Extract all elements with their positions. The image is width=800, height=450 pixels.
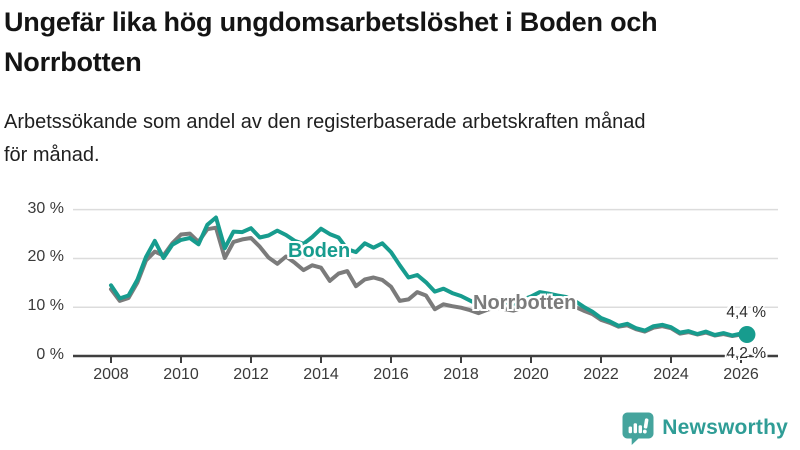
title-line-2: Norrbotten xyxy=(4,47,142,77)
y-tick-label: 10 % xyxy=(27,297,64,315)
y-tick-label: 20 % xyxy=(27,248,64,266)
subtitle-line-2: för månad. xyxy=(4,144,100,166)
end-value-label-boden: 4,4 % xyxy=(726,304,766,321)
page-title: Ungefär lika hög ungdomsarbetslöshet i B… xyxy=(4,2,774,82)
series-line-norrbotten xyxy=(109,225,749,338)
chart-subtitle: Arbetssökande som andel av den registerb… xyxy=(4,106,794,172)
y-tick-label: 30 % xyxy=(27,199,64,217)
series-label-norrbotten: Norrbotten xyxy=(473,292,577,314)
x-tick-label: 2016 xyxy=(373,366,409,383)
brand-footer: Newsworthy xyxy=(621,410,788,446)
x-tick-label: 2012 xyxy=(233,366,269,383)
x-tick-label: 2014 xyxy=(303,366,339,383)
x-tick-label: 2024 xyxy=(653,366,689,383)
x-tick-label: 2026 xyxy=(723,366,759,383)
newsworthy-logo-icon xyxy=(622,412,654,445)
end-dot-boden xyxy=(738,326,756,344)
title-line-1: Ungefär lika hög ungdomsarbetslöshet i B… xyxy=(4,7,658,37)
x-tick-label: 2018 xyxy=(443,366,479,383)
x-tick-label: 2022 xyxy=(583,366,619,383)
end-value-label-norrbotten: 4,2 % xyxy=(726,345,766,362)
x-tick-label: 2020 xyxy=(513,366,549,383)
series-label-boden: Boden xyxy=(288,240,351,262)
x-tick-label: 2008 xyxy=(93,366,129,383)
y-tick-label: 0 % xyxy=(36,346,64,363)
x-tick-label: 2010 xyxy=(163,366,199,383)
subtitle-line-1: Arbetssökande som andel av den registerb… xyxy=(4,111,646,133)
series-line-boden xyxy=(109,215,749,338)
brand-name: Newsworthy xyxy=(662,416,788,439)
